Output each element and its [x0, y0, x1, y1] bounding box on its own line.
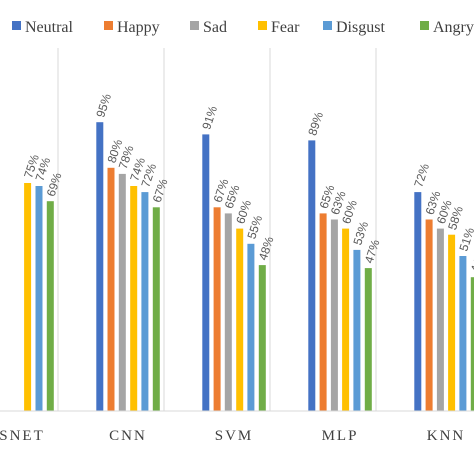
bar-knn-happy: [425, 219, 433, 411]
bar-svm-happy: [213, 207, 221, 411]
category-label-knn: KNN: [427, 428, 466, 444]
legend-label-neutral: Neutral: [25, 19, 74, 36]
bar-knn-fear: [448, 234, 456, 411]
legend-swatch-angry: [420, 21, 429, 30]
legend-label-fear: Fear: [271, 19, 300, 36]
bar-mlp-fear: [342, 228, 350, 411]
data-label-knn-disgust: 51%: [456, 225, 474, 252]
bar-svm-fear: [236, 228, 244, 411]
category-labels: SNET CNN SVM MLP KNN: [0, 428, 466, 444]
bar-mlp-angry: [364, 268, 372, 411]
legend-label-sad: Sad: [203, 19, 227, 36]
category-label-cnn: CNN: [109, 428, 147, 444]
bar-mlp-happy: [319, 213, 327, 411]
legend-swatch-disgust: [323, 21, 332, 30]
bar-svm-neutral: [202, 134, 210, 411]
category-label-svm: SVM: [215, 428, 254, 444]
bar-mlp-disgust: [353, 249, 361, 411]
data-label-knn-neutral: 72%: [411, 162, 432, 189]
legend: Neutral Happy Sad Fear Disgust Angry: [12, 19, 474, 36]
group-separators: [57, 48, 377, 411]
bar-knn-angry: [470, 277, 474, 411]
legend-swatch-sad: [190, 21, 199, 30]
data-label-svm-angry: 48%: [256, 235, 277, 262]
bar-cnn-neutral: [96, 122, 104, 411]
bar-svm-angry: [258, 265, 266, 411]
legend-label-angry: Angry: [433, 19, 474, 36]
bar-knn-neutral: [414, 192, 422, 411]
bar-mlp-neutral: [308, 140, 316, 411]
bar-cnn-fear: [130, 186, 138, 411]
legend-label-happy: Happy: [117, 19, 160, 36]
data-label-cnn-neutral: 95%: [93, 92, 114, 119]
bar-svm-disgust: [247, 243, 255, 411]
legend-swatch-fear: [258, 21, 267, 30]
bar-cnn-disgust: [141, 192, 149, 411]
data-label-mlp-neutral: 89%: [305, 110, 326, 137]
bar-cnn-happy: [107, 167, 115, 411]
bar-knn-sad: [436, 228, 444, 411]
bar-svm-sad: [224, 213, 232, 411]
bar-knn-disgust: [459, 256, 467, 411]
bar-snet-angry: [46, 201, 54, 411]
legend-swatch-happy: [104, 21, 113, 30]
legend-label-disgust: Disgust: [336, 19, 385, 36]
value-labels: 75%74%69%95%80%78%74%72%67%91%67%65%60%5…: [21, 92, 474, 274]
bar-snet-disgust: [35, 186, 43, 411]
bar-snet-fear: [24, 183, 32, 411]
data-label-svm-neutral: 91%: [199, 104, 220, 131]
bars: [24, 122, 474, 411]
category-label-snet: SNET: [0, 428, 45, 444]
bar-mlp-sad: [330, 219, 338, 411]
bar-cnn-angry: [152, 207, 160, 411]
legend-swatch-neutral: [12, 21, 21, 30]
category-label-mlp: MLP: [322, 428, 359, 444]
data-label-knn-angry: 44%: [468, 247, 474, 274]
bar-cnn-sad: [118, 173, 126, 411]
